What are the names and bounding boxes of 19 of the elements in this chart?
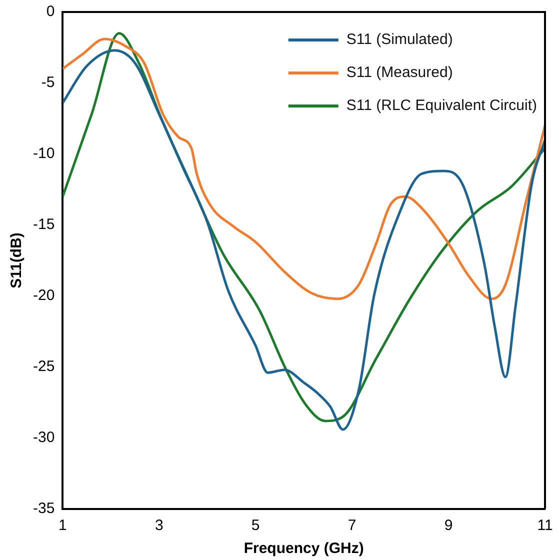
x-axis-title: Frequency (GHz) [244, 540, 364, 558]
y-tick-label: -10 [32, 145, 55, 162]
y-tick-label: -30 [32, 429, 55, 446]
x-tick-label: 1 [58, 517, 67, 534]
y-tick-label: -25 [32, 358, 55, 376]
x-tick-label: 3 [154, 517, 164, 534]
x-tick-label: 11 [537, 517, 553, 534]
x-tick-label: 7 [348, 517, 356, 534]
legend-label: S11 (Simulated) [346, 31, 453, 48]
x-tick-label: 5 [251, 517, 260, 534]
y-tick-label: -5 [41, 74, 55, 92]
legend-label: S11 (Measured) [346, 64, 453, 82]
y-axis-title: S11(dB) [8, 232, 26, 288]
y-tick-label: -15 [32, 216, 55, 234]
y-tick-label: -35 [32, 500, 55, 518]
legend-label: S11 (RLC Equivalent Circuit) [346, 97, 538, 114]
y-tick-label: -20 [32, 287, 55, 304]
y-tick-label: 0 [46, 3, 55, 20]
x-tick-label: 9 [444, 517, 453, 534]
